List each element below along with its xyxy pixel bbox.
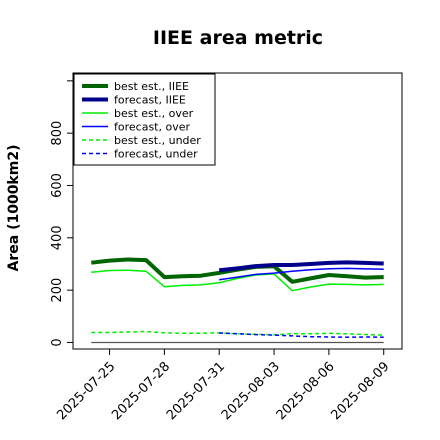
- legend-entry: best est., under: [114, 134, 201, 147]
- legend-box: [73, 73, 216, 166]
- y-tick-label: 0: [50, 338, 65, 346]
- x-tick-label: 2025-08-09: [329, 359, 393, 423]
- y-tick-label: 800: [50, 121, 65, 146]
- series-line-forecast-iiee: [218, 260, 384, 273]
- series-line-best-est-under: [91, 330, 384, 336]
- x-tick-label: 2025-07-28: [109, 359, 173, 423]
- y-tick-label: 200: [50, 278, 65, 303]
- x-tick-label: 2025-08-03: [219, 359, 283, 423]
- x-tick-label: 2025-08-06: [274, 359, 338, 423]
- legend-entry: forecast, under: [114, 148, 198, 161]
- y-axis-label: Area (1000km2): [6, 145, 22, 272]
- legend-entry: forecast, over: [114, 121, 190, 134]
- x-tick-label: 2025-07-31: [164, 359, 228, 423]
- series-layer: [91, 257, 384, 344]
- legend-entry: best est., over: [114, 107, 194, 120]
- legend-entry: forecast, IIEE: [114, 94, 186, 107]
- y-tick-label: 600: [50, 173, 65, 198]
- chart-title: IIEE area metric: [153, 27, 323, 49]
- series-line-forecast-over: [219, 267, 384, 281]
- y-tick-label: 400: [50, 225, 65, 250]
- x-tick-label: 2025-07-25: [54, 359, 118, 423]
- plot-area-frame: [72, 72, 403, 350]
- legend-entry: best est., IIEE: [114, 80, 189, 93]
- y-axis: 0 200 400 600 800: [50, 80, 73, 347]
- x-axis: 2025-07-252025-07-282025-07-312025-08-03…: [54, 349, 393, 423]
- series-line-best-est-over: [91, 269, 384, 292]
